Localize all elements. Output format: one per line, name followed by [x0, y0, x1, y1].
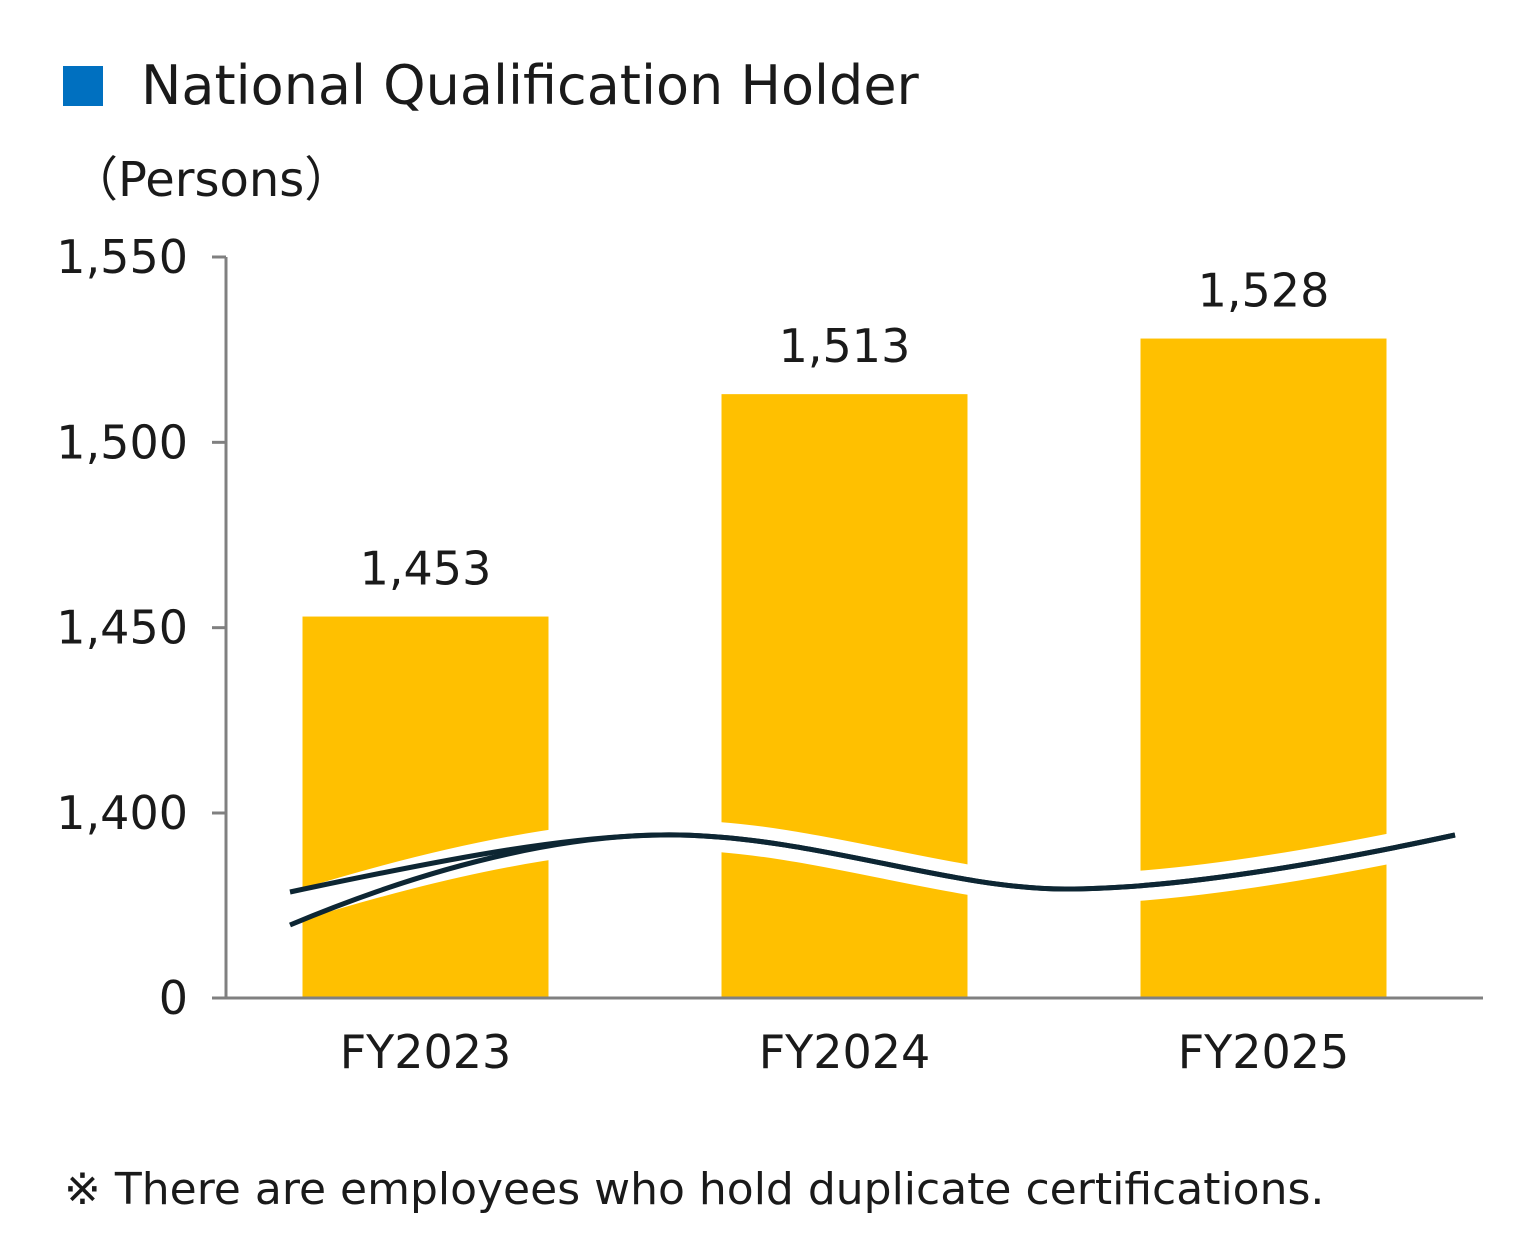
footnote: ※ There are employees who hold duplicate… [64, 1164, 1325, 1215]
y-tick-label: 1,450 [56, 601, 188, 655]
bar-fy2023 [302, 616, 549, 998]
y-tick-label: 0 [159, 971, 188, 1025]
bars-group [302, 338, 1387, 999]
data-label-fy2024: 1,513 [779, 319, 911, 373]
bar-fy2025 [1140, 338, 1387, 999]
bar-chart: 1,453 1,513 1,528 0 1,400 1,450 1,500 1,550 FY… [56, 230, 1483, 1079]
data-label-fy2023: 1,453 [360, 542, 492, 596]
data-labels-group: 1,453 1,513 1,528 [360, 264, 1330, 596]
x-tick-label-fy2025: FY2025 [1178, 1025, 1350, 1079]
axis-break-line-lower [289, 832, 1456, 928]
legend-swatch [63, 66, 103, 106]
y-tick-label: 1,550 [56, 230, 188, 284]
data-label-fy2025: 1,528 [1198, 264, 1330, 318]
bar-fy2024 [721, 394, 968, 998]
axis-break-marker [285, 819, 1459, 928]
legend-label: National Qualification Holder [141, 54, 919, 117]
y-axis-unit-label: （Persons） [70, 152, 353, 208]
x-ticks-group: FY2023 FY2024 FY2025 [340, 1025, 1350, 1079]
y-ticks-group: 0 1,400 1,450 1,500 1,550 [56, 230, 226, 1025]
y-tick-label: 1,400 [56, 786, 188, 840]
legend: National Qualification Holder [63, 56, 919, 116]
x-tick-label-fy2023: FY2023 [340, 1025, 512, 1079]
y-tick-label: 1,500 [56, 415, 188, 469]
x-tick-label-fy2024: FY2024 [759, 1025, 931, 1079]
